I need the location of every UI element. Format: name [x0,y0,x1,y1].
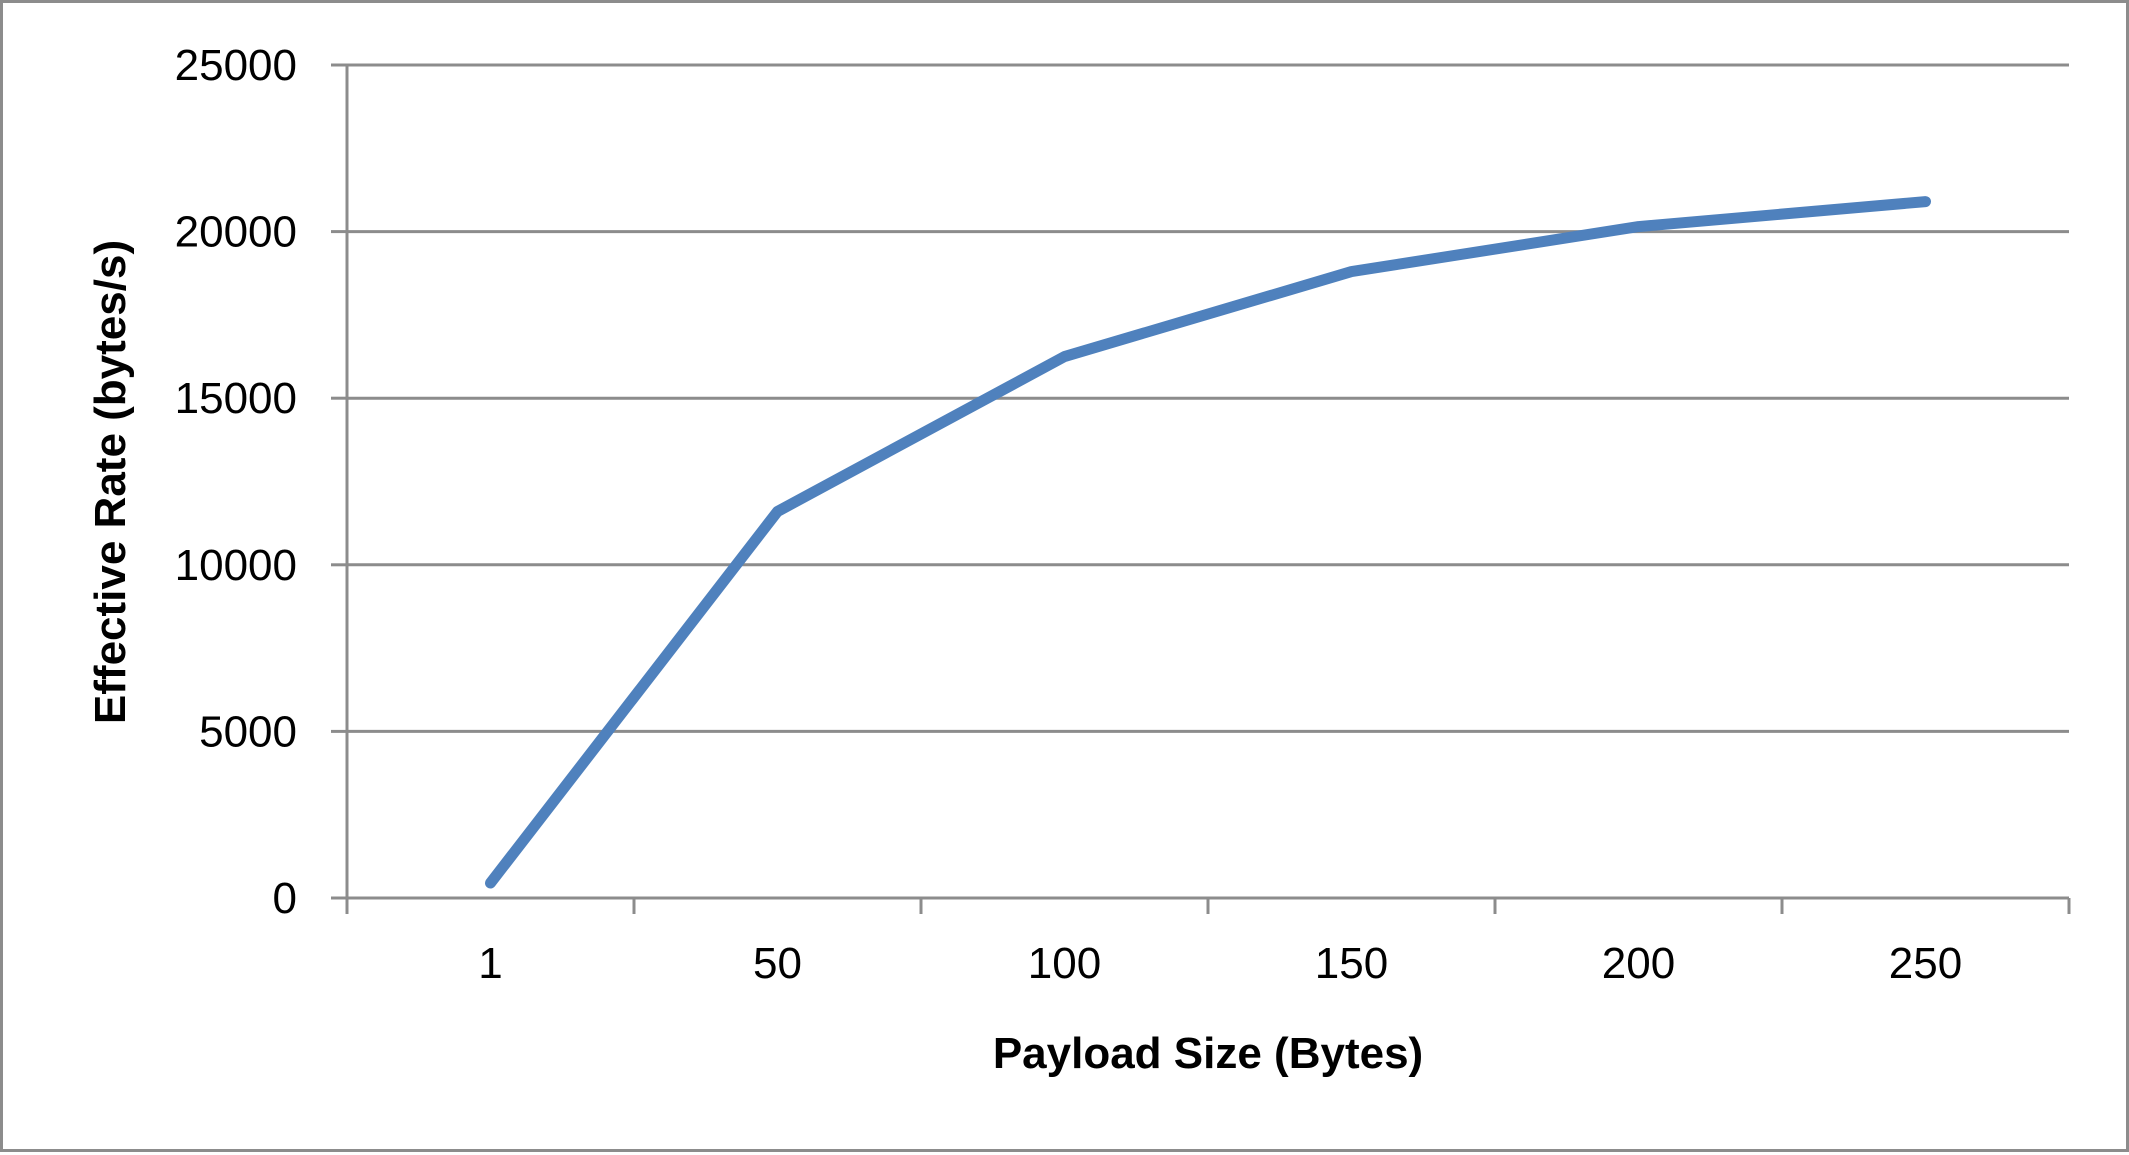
series-layer [490,202,1925,884]
x-tick-label: 250 [1889,939,1962,988]
series-line [491,202,1926,883]
y-tick-label: 0 [273,874,297,923]
y-tick-label: 15000 [175,374,297,423]
x-axis-title: Payload Size (Bytes) [993,1029,1423,1078]
y-tick-label: 25000 [175,41,297,90]
y-tick-label: 10000 [175,541,297,590]
gridlines [347,65,2069,731]
x-tick-label: 50 [753,939,802,988]
axes [331,65,2069,914]
x-tick-label: 150 [1315,939,1388,988]
y-tick-label: 5000 [199,707,297,756]
x-tick-label: 100 [1028,939,1101,988]
x-tick-label: 200 [1602,939,1675,988]
y-tick-label: 20000 [175,208,297,257]
x-tick-label: 1 [478,939,502,988]
y-tick-labels: 0 5000 10000 15000 20000 25000 [175,41,297,923]
y-axis-title: Effective Rate (bytes/s) [86,240,135,724]
